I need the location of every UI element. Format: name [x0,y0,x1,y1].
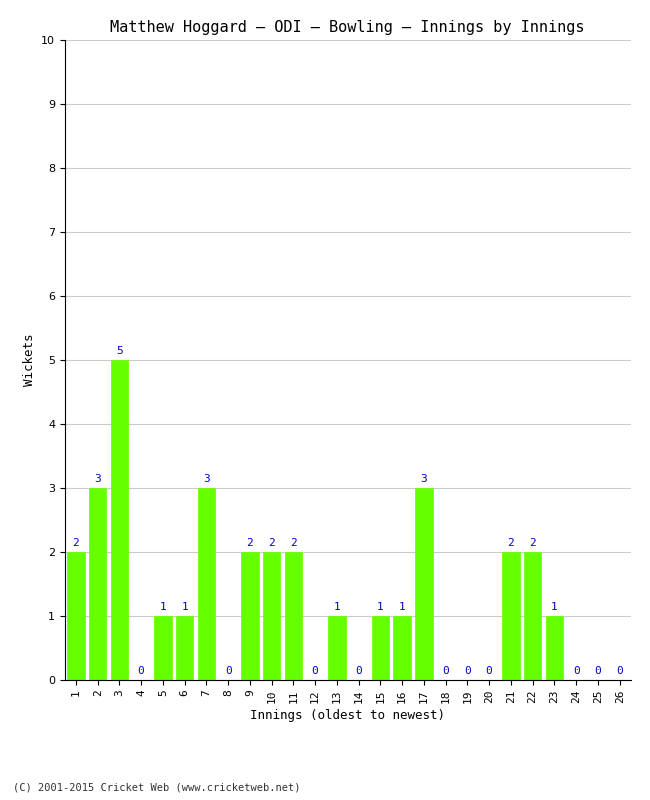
Text: 1: 1 [398,602,406,611]
Bar [198,488,215,680]
Text: 2: 2 [290,538,297,547]
Bar [285,552,302,680]
Text: 0: 0 [573,666,580,675]
Text: (C) 2001-2015 Cricket Web (www.cricketweb.net): (C) 2001-2015 Cricket Web (www.cricketwe… [13,782,300,792]
Text: 3: 3 [203,474,210,483]
Text: 0: 0 [356,666,362,675]
Text: 2: 2 [529,538,536,547]
Text: 1: 1 [181,602,188,611]
Text: 0: 0 [595,666,601,675]
Text: 0: 0 [616,666,623,675]
Text: 2: 2 [246,538,254,547]
Text: 3: 3 [421,474,427,483]
Bar [241,552,259,680]
Text: 1: 1 [377,602,384,611]
Bar [393,616,411,680]
Bar [545,616,563,680]
X-axis label: Innings (oldest to newest): Innings (oldest to newest) [250,709,445,722]
Text: 0: 0 [486,666,493,675]
Text: 0: 0 [312,666,318,675]
Y-axis label: Wickets: Wickets [23,334,36,386]
Title: Matthew Hoggard – ODI – Bowling – Innings by Innings: Matthew Hoggard – ODI – Bowling – Inning… [111,20,585,34]
Bar [67,552,85,680]
Text: 2: 2 [73,538,79,547]
Text: 1: 1 [551,602,558,611]
Text: 5: 5 [116,346,123,355]
Text: 1: 1 [159,602,166,611]
Bar [524,552,541,680]
Text: 3: 3 [94,474,101,483]
Bar [415,488,433,680]
Text: 2: 2 [268,538,275,547]
Text: 2: 2 [508,538,514,547]
Bar [502,552,519,680]
Text: 0: 0 [442,666,449,675]
Text: 0: 0 [225,666,231,675]
Text: 0: 0 [464,666,471,675]
Text: 0: 0 [138,666,144,675]
Text: 1: 1 [333,602,340,611]
Bar [154,616,172,680]
Bar [111,360,128,680]
Bar [372,616,389,680]
Bar [263,552,280,680]
Bar [328,616,346,680]
Bar [176,616,193,680]
Bar [89,488,107,680]
